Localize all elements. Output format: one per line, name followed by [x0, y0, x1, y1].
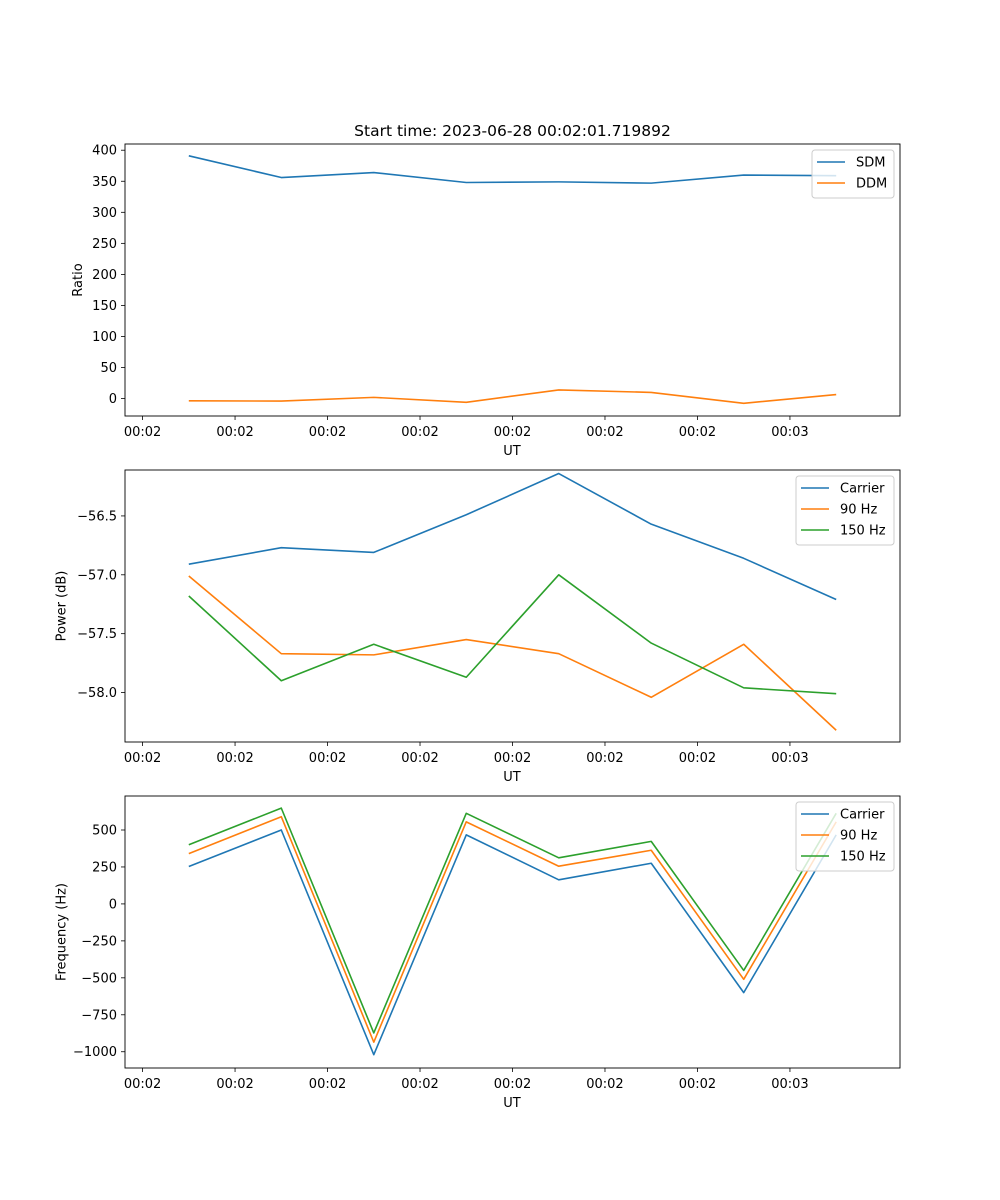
y-tick-label: −1000: [73, 1045, 117, 1060]
y-tick-label: 300: [92, 206, 117, 221]
subplot-3: 00:02 00:02 00:02 00:02 00:02 00:02 00:02 00:03…: [55, 795, 901, 1111]
x-tick-label: 00:02: [586, 751, 623, 766]
legend-label: SDM: [856, 156, 885, 171]
y-axis-label: Ratio: [71, 263, 86, 296]
y-tick-label: 150: [92, 299, 117, 314]
x-tick-label: 00:03: [771, 751, 808, 766]
legend-label: 150 Hz: [840, 524, 886, 539]
x-tick-label: 00:02: [309, 425, 346, 440]
x-tick-label: 00:02: [401, 1077, 438, 1092]
x-axis-label: UT: [503, 444, 521, 459]
y-tick-label: 100: [92, 330, 117, 345]
x-tick-label: 00:02: [401, 751, 438, 766]
x-tick-label: 00:02: [124, 751, 161, 766]
legend-label: 150 Hz: [840, 850, 886, 865]
legend-label: 90 Hz: [840, 503, 877, 518]
x-tick-label: 00:02: [216, 425, 253, 440]
y-tick-label: 400: [92, 144, 117, 159]
x-tick-label: 00:02: [494, 1077, 531, 1092]
y-tick-label: 0: [109, 897, 117, 912]
x-tick-label: 00:02: [124, 425, 161, 440]
y-axis-label: Frequency (Hz): [55, 883, 70, 981]
x-tick-label: 00:02: [124, 1077, 161, 1092]
x-tick-label: 00:02: [586, 1077, 623, 1092]
series-line-150-hz: [188, 573, 837, 695]
figure-title: Start time: 2023-06-28 00:02:01.719892: [354, 122, 671, 140]
y-tick-label: −57.0: [77, 568, 117, 583]
x-tick-label: 00:03: [771, 1077, 808, 1092]
legend-label: 90 Hz: [840, 829, 877, 844]
y-tick-label: 200: [92, 268, 117, 283]
x-tick-label: 00:02: [216, 1077, 253, 1092]
series-line-150-hz: [188, 807, 837, 1034]
x-tick-label: 00:02: [401, 425, 438, 440]
x-tick-label: 00:02: [679, 425, 716, 440]
y-tick-label: 250: [92, 860, 117, 875]
y-axis-label: Power (dB): [55, 571, 70, 642]
x-tick-label: 00:02: [309, 1077, 346, 1092]
x-tick-label: 00:02: [494, 751, 531, 766]
x-tick-label: 00:02: [679, 1077, 716, 1092]
legend-label: DDM: [856, 177, 887, 192]
y-tick-label: −58.0: [77, 686, 117, 701]
legend-box: [795, 801, 895, 872]
legend: Carrier 90 Hz 150 Hz: [795, 801, 895, 872]
x-axis-label: UT: [503, 770, 521, 785]
legend: Carrier 90 Hz 150 Hz: [795, 475, 895, 546]
y-tick-label: −500: [81, 971, 117, 986]
series-line-90-hz: [188, 575, 837, 731]
x-tick-label: 00:02: [494, 425, 531, 440]
y-tick-label: −57.5: [77, 627, 117, 642]
y-tick-label: 50: [100, 361, 117, 376]
y-tick-label: 0: [109, 392, 117, 407]
series-line-carrier: [188, 472, 837, 601]
legend-box: [795, 475, 895, 546]
x-tick-label: 00:02: [216, 751, 253, 766]
x-tick-label: 00:03: [771, 425, 808, 440]
x-tick-label: 00:02: [309, 751, 346, 766]
series-line-sdm: [188, 155, 837, 184]
legend-label: Carrier: [840, 808, 885, 823]
y-tick-label: −750: [81, 1008, 117, 1023]
y-tick-label: −250: [81, 934, 117, 949]
series-line-ddm: [188, 389, 837, 405]
y-tick-label: −56.5: [77, 509, 117, 524]
y-tick-label: 500: [92, 824, 117, 839]
x-axis-label: UT: [503, 1096, 521, 1111]
legend-label: Carrier: [840, 482, 885, 497]
series-line-90-hz: [188, 815, 837, 1043]
x-tick-label: 00:02: [679, 751, 716, 766]
subplot-1: 00:02 00:02 00:02 00:02 00:02 00:02 00:02 00:03…: [71, 143, 901, 459]
x-tick-label: 00:02: [586, 425, 623, 440]
y-tick-label: 250: [92, 237, 117, 252]
subplot-2: 00:02 00:02 00:02 00:02 00:02 00:02 00:02 00:03…: [55, 469, 901, 785]
y-tick-label: 350: [92, 175, 117, 190]
series-line-carrier: [188, 829, 837, 1056]
legend: SDM DDM: [811, 149, 895, 199]
